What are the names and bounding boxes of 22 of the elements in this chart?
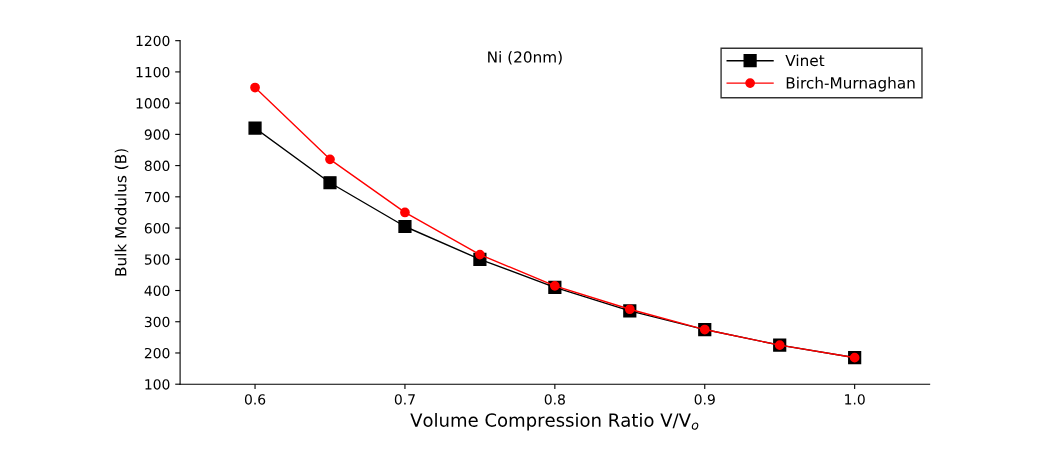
legend-label: Vinet: [785, 54, 825, 67]
y-tick-label: 1100: [136, 66, 170, 78]
x-tick-label: 0.9: [694, 394, 715, 405]
x-tick-label: 0.8: [544, 394, 565, 405]
x-tick-label: 0.6: [244, 394, 266, 405]
text: Ni (20nm): [488, 50, 562, 65]
y-tick-label: 700: [145, 191, 170, 203]
y-tick-label: 400: [144, 285, 170, 296]
y-tick-label: 600: [144, 223, 170, 234]
y-tick-label: 800: [144, 160, 170, 172]
y-tick-label: 300: [144, 316, 170, 328]
y-tick-label: 500: [144, 254, 170, 265]
y-tick-label: 100: [145, 379, 170, 390]
x-tick-label: 1.0: [845, 394, 865, 405]
y-axis-title: Bulk Modulus (B): [114, 149, 129, 276]
legend-label: Birch-Murnaghan: [786, 76, 915, 92]
x-axis-title: Volume Compression Ratio V/V$_{o}$: [410, 412, 699, 431]
y-tick-label: 1200: [136, 35, 170, 47]
y-tick-label: 1000: [136, 98, 170, 109]
y-tick-label: 900: [144, 129, 170, 140]
y-tick-label: 200: [144, 347, 170, 359]
x-tick-label: 0.7: [394, 394, 415, 405]
